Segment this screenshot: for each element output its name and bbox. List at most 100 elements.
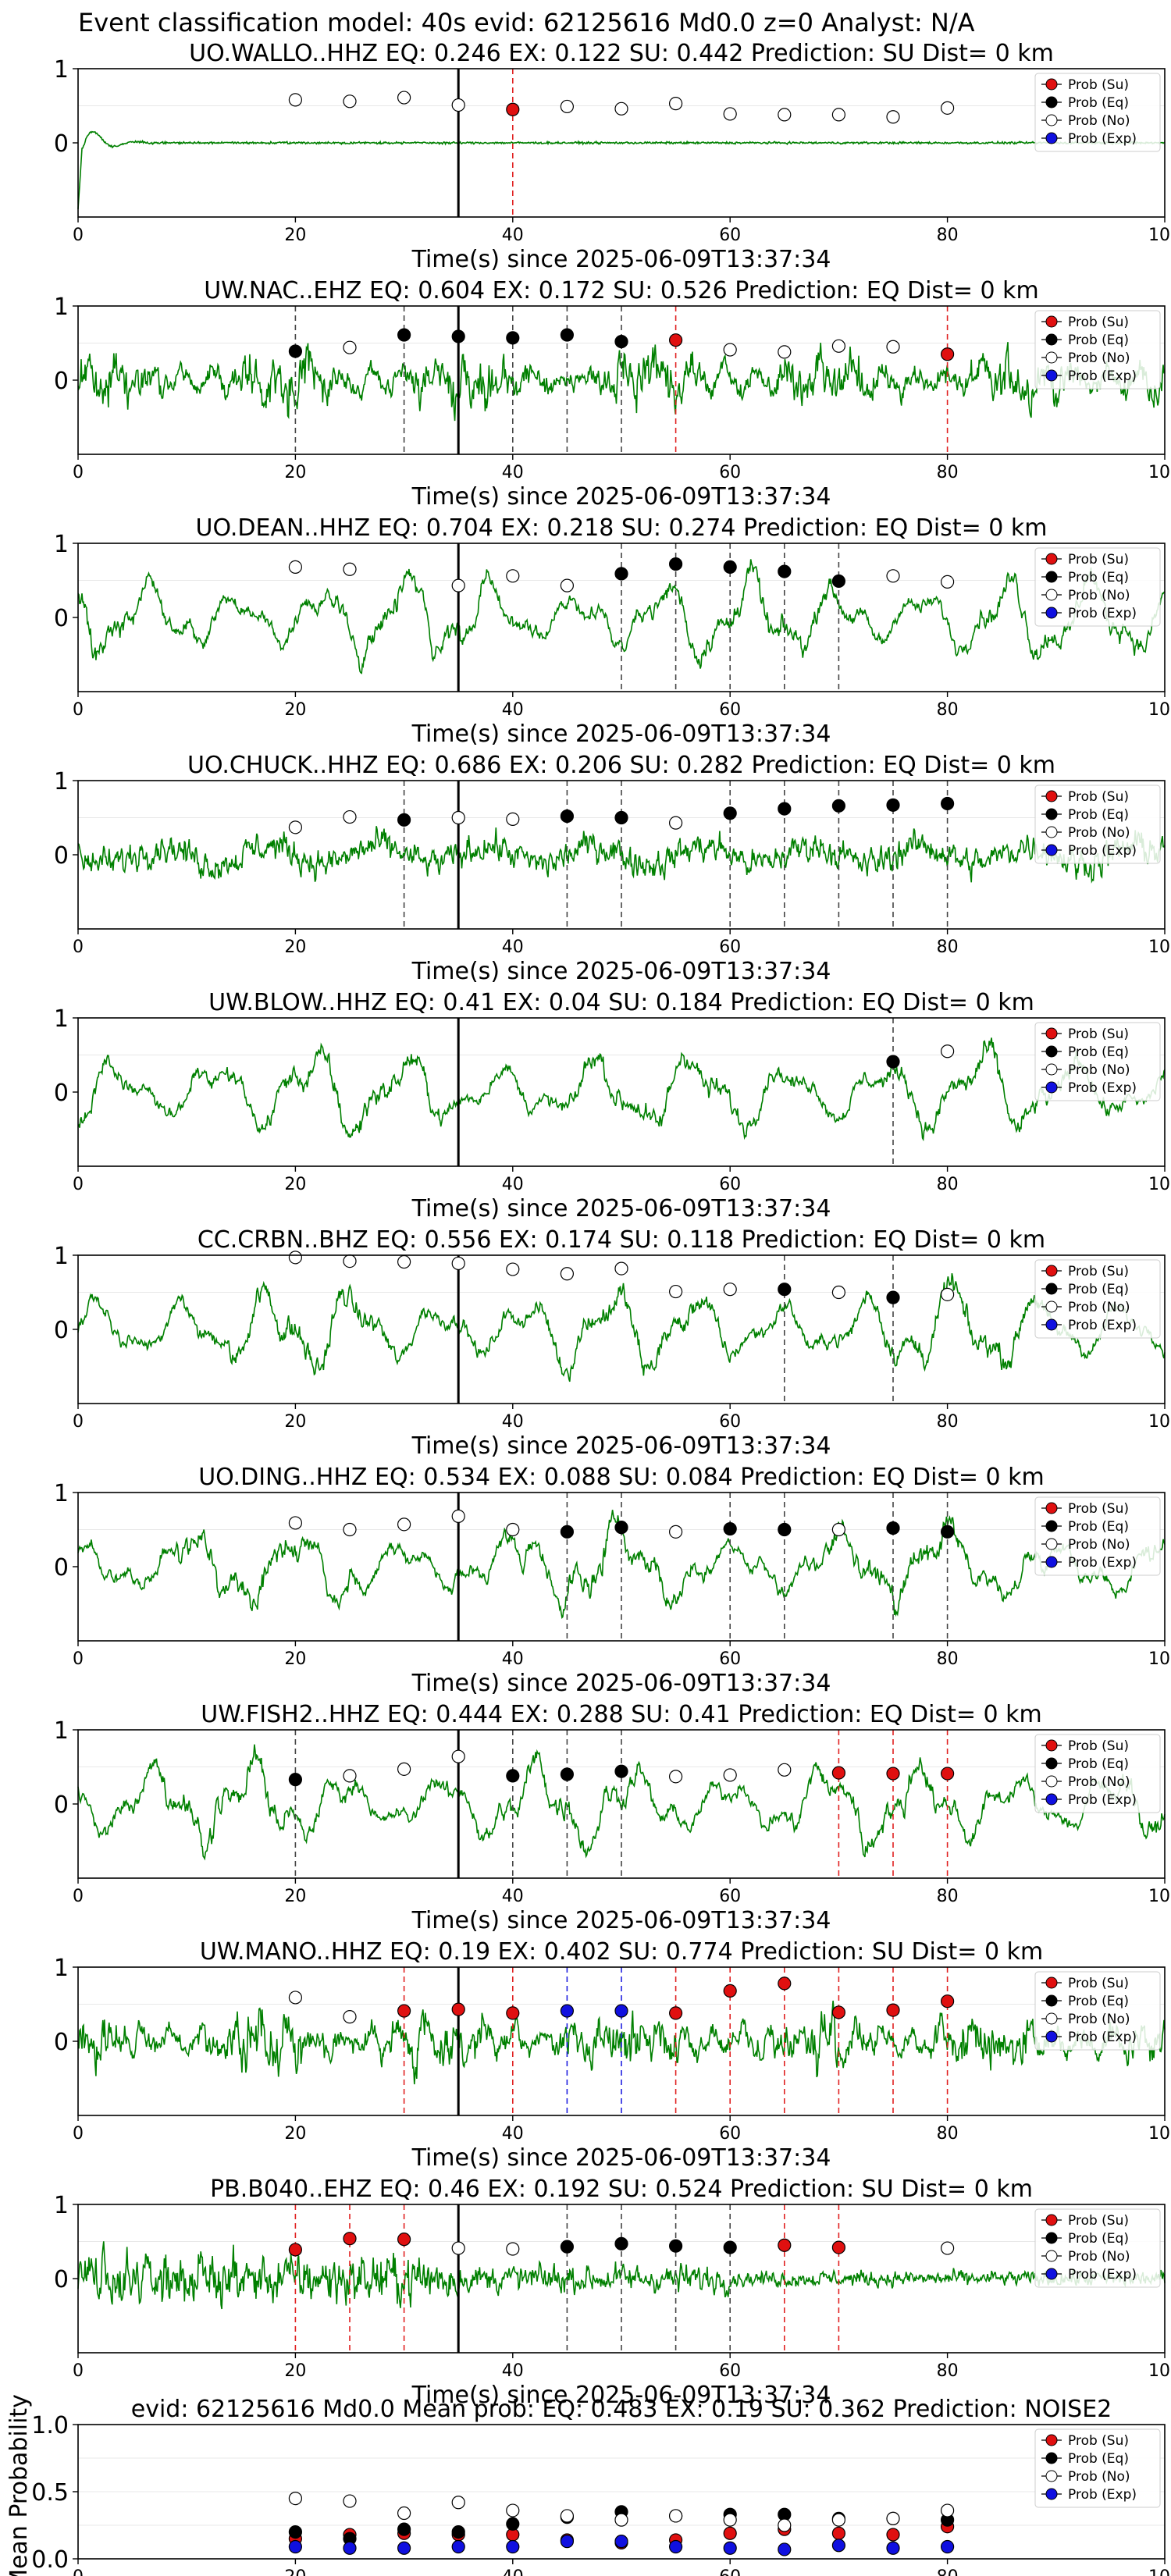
legend-box [1034,785,1161,864]
prob-point-eq [506,1769,520,1783]
x-tick-label: 0 [73,2124,84,2144]
x-tick-label: 40 [502,700,524,720]
mean-point-no [560,2509,575,2523]
prob-point-no [668,1525,683,1539]
mean-point-exp [668,2539,683,2554]
prob-point-no [940,2241,955,2255]
legend-marker-no [1045,1063,1058,1076]
legend-marker-su [1045,1502,1058,1514]
legend-entry-su: Prob (Su) [1068,2213,1129,2229]
prob-point-eq [397,328,411,342]
legend-marker-su [1045,1027,1058,1040]
x-tick-label: 80 [937,700,959,720]
prob-point-no [343,1769,357,1783]
x-tick-label: 20 [284,2124,306,2144]
legend-entry-eq: Prob (Eq) [1068,1994,1129,2009]
legend-marker-su [1045,790,1058,802]
legend-marker-eq [1045,96,1058,109]
legend-marker-no [1045,2250,1058,2262]
x-tick-label: 0 [73,463,84,482]
prob-point-su [831,2240,846,2254]
prob-point-no [397,91,411,105]
legend-marker-no [1045,351,1058,364]
x-tick-label: 100 [1148,1175,1171,1194]
legend-marker-no [1045,826,1058,838]
prob-point-su [343,2232,357,2246]
legend-box [1034,310,1161,390]
legend-entry-su: Prob (Su) [1068,552,1129,568]
chart-panel: UO.DING..HHZ EQ: 0.534 EX: 0.088 SU: 0.0… [54,1464,1171,1697]
legend-entry-exp: Prob (Exp) [1068,843,1137,859]
mean-point-exp [723,2541,737,2555]
x-axis-label: Time(s) since 2025-06-09T13:37:34 [411,483,831,511]
x-tick-label: 100 [1148,2567,1171,2576]
prob-point-no [831,108,846,122]
legend-marker-exp [1045,369,1058,382]
legend-marker-no [1045,589,1058,601]
x-tick-label: 100 [1148,2124,1171,2144]
x-tick-label: 80 [937,1412,959,1432]
prob-point-eq [560,328,575,342]
mean-point-no [886,2511,900,2525]
figure-suptitle: Event classification model: 40s evid: 62… [78,8,975,37]
legend-entry-eq: Prob (Eq) [1068,1044,1129,1060]
prob-point-no [397,1517,411,1532]
prob-point-no [451,1509,465,1524]
prob-point-su [940,347,955,361]
prob-point-no [831,1522,846,1537]
x-tick-label: 60 [719,1887,741,1906]
axes-frame [77,1017,1166,1167]
axes-frame [77,1254,1166,1404]
prob-point-no [940,101,955,115]
x-tick-label: 20 [284,1412,306,1432]
prob-point-no [288,1516,302,1530]
legend-marker-eq [1045,1757,1058,1770]
chart-panel: CC.CRBN..BHZ EQ: 0.556 EX: 0.174 SU: 0.1… [54,1226,1171,1460]
prob-point-no [343,562,357,576]
legend-marker-exp [1045,1556,1058,1568]
legend-entry-eq: Prob (Eq) [1068,807,1129,823]
prob-point-no [397,1254,411,1269]
legend-marker-eq [1045,2232,1058,2244]
legend-marker-su [1045,1265,1058,1277]
legend-marker-no [1045,1300,1058,1313]
prob-point-eq [831,574,846,589]
legend-entry-eq: Prob (Eq) [1068,1282,1129,1297]
legend-entry-eq: Prob (Eq) [1068,2231,1129,2247]
prob-point-eq [288,344,302,358]
y-tick-label: 0 [54,1554,69,1582]
legend-entry-no: Prob (No) [1068,1774,1130,1790]
prob-point-eq [560,809,575,824]
prob-point-no [668,1284,683,1299]
y-tick-label: 1 [54,1955,69,1982]
chart-panel: evid: 62125616 Md0.0 Mean prob: EQ: 0.48… [5,2394,1171,2576]
legend-box [1034,2428,1161,2508]
mean-point-exp [614,2535,628,2549]
legend-entry-su: Prob (Su) [1068,77,1129,93]
chart-title: UO.WALLO..HHZ EQ: 0.246 EX: 0.122 SU: 0.… [189,40,1054,67]
mean-point-exp [451,2539,465,2554]
x-tick-label: 80 [937,2567,959,2576]
y-tick-label: 0 [54,1317,69,1344]
mean-point-no [451,2496,465,2510]
prob-point-su [506,102,520,116]
prob-point-eq [614,567,628,581]
prob-point-eq [560,2240,575,2254]
mean-point-exp [288,2539,302,2554]
legend-marker-exp [1045,1318,1058,1331]
y-tick-label: 0 [54,842,69,870]
legend-marker-no [1045,114,1058,126]
x-tick-label: 20 [284,1649,306,1669]
prob-point-eq [886,1290,900,1304]
x-tick-label: 60 [719,1175,741,1194]
x-tick-label: 0 [73,226,84,245]
legend-marker-su [1045,2434,1058,2446]
legend-entry-exp: Prob (Exp) [1068,131,1137,147]
legend-marker-exp [1045,844,1058,856]
mean-point-eq [506,2517,520,2531]
prob-point-no [614,1261,628,1276]
mean-point-no [397,2506,411,2521]
legend-entry-eq: Prob (Eq) [1068,95,1129,111]
prob-point-no [343,94,357,109]
